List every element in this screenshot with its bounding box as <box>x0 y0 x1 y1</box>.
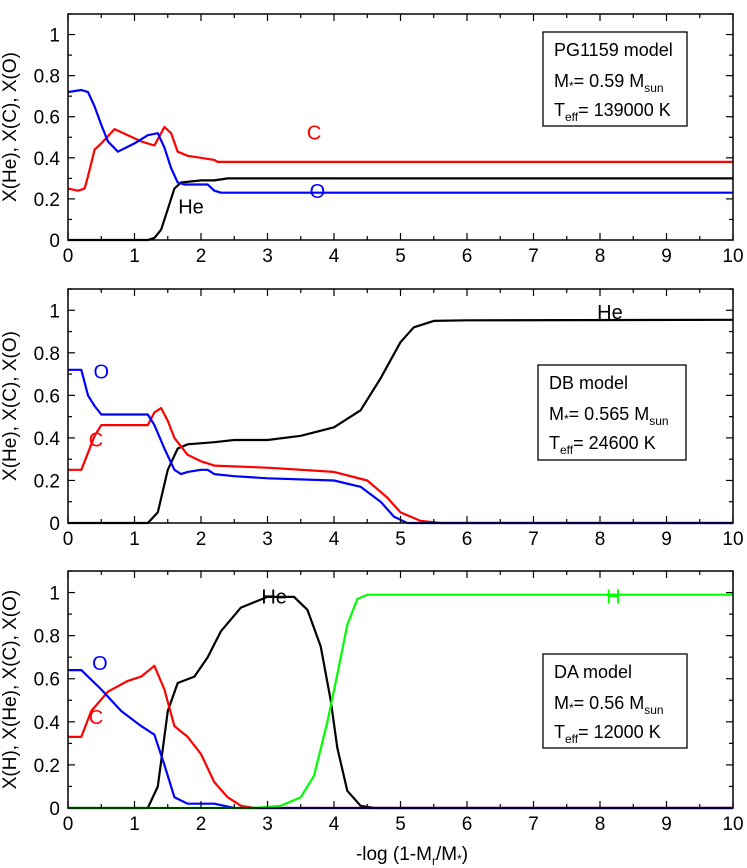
series-label-o: O <box>92 653 108 675</box>
x-tick-label: 1 <box>129 814 140 835</box>
y-tick-label: 0.6 <box>34 108 60 129</box>
panel-3: He C O H 0 1 2 3 4 5 6 7 8 9 10 0 0.2 0.4 0.6 0.8 1 X(H), X(H… <box>0 570 744 835</box>
series-line-c <box>67 125 733 192</box>
y-axis-label: X(He), X(C), X(O) <box>0 331 21 481</box>
x-tick-label: 7 <box>528 529 539 550</box>
y-tick-label: 0.6 <box>34 670 60 691</box>
series-line-c <box>68 664 733 810</box>
series-line-he <box>68 595 733 810</box>
series-line-o <box>68 368 733 525</box>
y-tick-label: 0.8 <box>34 344 60 365</box>
series-label-c: C <box>307 122 321 144</box>
model-mass: M*= 0.565 Msun <box>549 404 669 428</box>
y-tick-label: 0.8 <box>34 67 60 88</box>
x-tick-label: 0 <box>63 529 74 550</box>
x-tick-label: 10 <box>722 529 743 550</box>
x-tick-label: 9 <box>661 246 672 267</box>
series-label-he: He <box>597 302 623 324</box>
x-tick-label: 6 <box>462 529 473 550</box>
x-tick-label: 5 <box>395 814 406 835</box>
x-tick-label: 5 <box>395 529 406 550</box>
y-tick-label: 0.2 <box>34 756 60 777</box>
y-tick-label: 0.8 <box>34 627 60 648</box>
y-tick-label: 1 <box>49 301 60 322</box>
x-tick-label: 8 <box>595 529 606 550</box>
x-tick-label: 9 <box>661 529 672 550</box>
model-mass: M*= 0.56 Msun <box>554 693 664 717</box>
x-tick-label: 4 <box>329 814 340 835</box>
x-tick-label: 10 <box>722 814 743 835</box>
x-tick-label: 8 <box>595 246 606 267</box>
x-tick-label: 5 <box>395 246 406 267</box>
series-label-o: O <box>93 361 109 383</box>
series-line-o <box>67 88 733 194</box>
series-line-he <box>68 318 734 525</box>
x-tick-label: 7 <box>528 814 539 835</box>
x-tick-label: 7 <box>528 246 539 267</box>
series-label-h: H <box>606 586 620 608</box>
series-line-he <box>68 177 733 242</box>
x-tick-label: 0 <box>63 246 74 267</box>
series-label-o: O <box>310 181 326 203</box>
y-tick-label: 0.2 <box>34 471 60 492</box>
x-tick-label: 2 <box>196 814 207 835</box>
model-teff: Teff= 24600 K <box>549 433 656 457</box>
x-tick-label: 3 <box>262 246 273 267</box>
y-tick-label: 0.4 <box>34 713 61 734</box>
y-tick-label: 0 <box>49 514 60 535</box>
model-title: DB model <box>549 373 628 393</box>
x-tick-label: 8 <box>595 814 606 835</box>
series-line-o <box>68 669 733 810</box>
series-line-h <box>68 593 733 810</box>
series-line-c <box>68 407 733 525</box>
x-tick-label: 6 <box>462 814 473 835</box>
x-tick-label: 3 <box>262 529 273 550</box>
x-tick-label: 4 <box>329 529 340 550</box>
x-tick-label: 2 <box>196 246 207 267</box>
x-tick-label: 2 <box>196 529 207 550</box>
series-label-c: C <box>89 429 103 451</box>
x-axis-label: -log (1-Mr/M*) <box>356 844 468 868</box>
x-tick-label: 3 <box>262 814 273 835</box>
x-tick-label: 4 <box>329 246 340 267</box>
y-tick-label: 0.4 <box>34 429 61 450</box>
model-mass: M*= 0.59 Msun <box>554 71 664 95</box>
model-teff: Teff= 139000 K <box>554 100 671 124</box>
y-tick-label: 0.2 <box>34 190 60 211</box>
y-tick-label: 1 <box>49 584 60 605</box>
model-info-box <box>542 31 688 127</box>
series-label-he: He <box>261 586 287 608</box>
series-label-c: C <box>89 707 103 729</box>
x-tick-label: 9 <box>661 814 672 835</box>
x-tick-label: 6 <box>462 246 473 267</box>
panel-2: He C O 0 1 2 3 4 5 6 7 8 9 10 0 0.2 0.4 0.6 0.8 1 X(He), X(C… <box>0 288 744 550</box>
model-teff: Teff= 12000 K <box>554 722 661 746</box>
y-axis-label: X(He), X(C), X(O) <box>0 52 21 202</box>
panel-1: He C O 0 1 2 3 4 5 6 7 8 9 10 0 0.2 0.4 0.6 0.8 1 X(He), X(C… <box>0 13 744 267</box>
y-tick-label: 0 <box>49 231 60 252</box>
y-axis-label: X(H), X(He), X(C), X(O) <box>0 590 21 790</box>
x-tick-label: 0 <box>63 814 74 835</box>
y-tick-label: 0.4 <box>34 149 61 170</box>
y-tick-label: 0.6 <box>34 386 60 407</box>
model-info-box <box>542 653 688 749</box>
x-tick-label: 1 <box>129 246 140 267</box>
model-info-box <box>537 364 687 461</box>
model-title: PG1159 model <box>554 40 673 60</box>
series-label-he: He <box>178 196 204 218</box>
y-tick-label: 0 <box>49 799 60 820</box>
x-tick-label: 10 <box>722 246 743 267</box>
x-tick-label: 1 <box>129 529 140 550</box>
y-tick-label: 1 <box>49 26 60 47</box>
model-title: DA model <box>554 662 632 682</box>
